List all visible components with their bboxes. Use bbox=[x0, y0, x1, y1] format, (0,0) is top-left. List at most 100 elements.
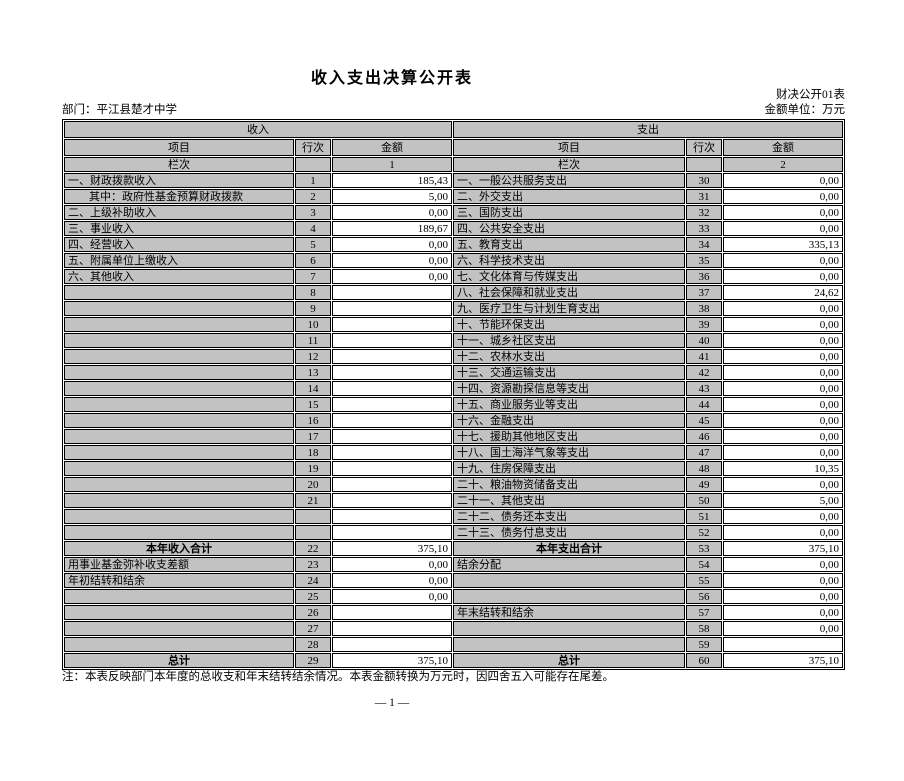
table-row: 20 二十、粮油物资储备支出 49 0,00 bbox=[64, 477, 844, 492]
table-row: 二十三、债务付息支出 52 0,00 bbox=[64, 525, 844, 540]
expense-amount-cell: 0,00 bbox=[723, 269, 844, 284]
income-amount-cell bbox=[332, 445, 453, 460]
expense-item-cell: 十七、援助其他地区支出 bbox=[453, 429, 686, 444]
income-item-cell bbox=[64, 285, 294, 300]
expense-item-cell: 八、社会保障和就业支出 bbox=[453, 285, 686, 300]
income-item-cell bbox=[64, 445, 294, 460]
expense-amount-cell: 0,00 bbox=[723, 253, 844, 268]
department-label: 部门：平江县楚才中学 bbox=[62, 104, 177, 116]
expense-rowno-cell: 42 bbox=[686, 365, 723, 380]
income-amount-cell bbox=[332, 397, 453, 412]
income-amount-cell bbox=[332, 333, 453, 348]
table-row: 10 十、节能环保支出 39 0,00 bbox=[64, 317, 844, 332]
income-rowno-cell: 2 bbox=[295, 189, 331, 204]
income-amount-cell bbox=[332, 509, 453, 524]
income-item-cell bbox=[64, 397, 294, 412]
expense-amount-cell: 0,00 bbox=[723, 429, 844, 444]
income-expense-table: 收入 支出 项目 行次 金额 项目 行次 金额 栏次 1 栏次 2 一、财政拨款… bbox=[62, 119, 846, 670]
table-row: 年初结转和结余 24 0,00 55 0,00 bbox=[64, 573, 844, 588]
expense-rowno-cell: 37 bbox=[686, 285, 723, 300]
income-item-cell bbox=[64, 493, 294, 508]
expense-item-cell: 十四、资源勘探信息等支出 bbox=[453, 381, 686, 396]
expense-rowno-cell: 43 bbox=[686, 381, 723, 396]
income-rowno-cell: 5 bbox=[295, 237, 331, 252]
expense-amount-cell: 0,00 bbox=[723, 205, 844, 220]
expense-amount-cell: 0,00 bbox=[723, 445, 844, 460]
expense-amount-cell: 0,00 bbox=[723, 173, 844, 188]
income-item-cell bbox=[64, 301, 294, 316]
expense-item-cell: 二、外交支出 bbox=[453, 189, 686, 204]
income-amount-cell: 0,00 bbox=[332, 253, 453, 268]
expense-rowno-cell: 50 bbox=[686, 493, 723, 508]
expense-rowno-cell: 33 bbox=[686, 221, 723, 236]
income-item-cell bbox=[64, 589, 294, 604]
expense-item-cell bbox=[453, 637, 686, 652]
income-item-cell bbox=[64, 333, 294, 348]
table-row: 二、上级补助收入 3 0,00 三、国防支出 32 0,00 bbox=[64, 205, 844, 220]
expense-item-cell: 本年支出合计 bbox=[453, 541, 686, 556]
table-row: 三、事业收入 4 189,67 四、公共安全支出 33 0,00 bbox=[64, 221, 844, 236]
income-item-cell bbox=[64, 317, 294, 332]
expense-colindex-label: 栏次 bbox=[453, 157, 686, 172]
expense-amount-cell: 10,35 bbox=[723, 461, 844, 476]
expense-rowno-cell: 41 bbox=[686, 349, 723, 364]
income-rowno-cell: 17 bbox=[295, 429, 331, 444]
expense-rowno-cell: 47 bbox=[686, 445, 723, 460]
income-rowno-cell: 20 bbox=[295, 477, 331, 492]
table-row: 五、附属单位上缴收入 6 0,00 六、科学技术支出 35 0,00 bbox=[64, 253, 844, 268]
income-rowno-cell bbox=[295, 525, 331, 540]
expense-amount-cell: 0,00 bbox=[723, 413, 844, 428]
income-colindex-empty bbox=[295, 157, 331, 172]
income-item-cell bbox=[64, 509, 294, 524]
income-rowno-cell: 14 bbox=[295, 381, 331, 396]
expense-amount-cell: 0,00 bbox=[723, 221, 844, 236]
income-rowno-cell: 29 bbox=[295, 653, 331, 668]
income-rowno-cell bbox=[295, 509, 331, 524]
expense-rowno-cell: 38 bbox=[686, 301, 723, 316]
income-rowno-cell: 27 bbox=[295, 621, 331, 636]
income-item-cell: 二、上级补助收入 bbox=[64, 205, 294, 220]
expense-amount-cell: 0,00 bbox=[723, 301, 844, 316]
expense-rowno-cell: 49 bbox=[686, 477, 723, 492]
income-amount-cell: 0,00 bbox=[332, 589, 453, 604]
expense-amount-cell: 0,00 bbox=[723, 333, 844, 348]
expense-rowno-cell: 44 bbox=[686, 397, 723, 412]
income-rowno-cell: 22 bbox=[295, 541, 331, 556]
expense-rowno-cell: 40 bbox=[686, 333, 723, 348]
page-title: 收入支出决算公开表 bbox=[310, 70, 473, 87]
income-amount-cell bbox=[332, 317, 453, 332]
expense-rowno-cell: 30 bbox=[686, 173, 723, 188]
table-row: 一、财政拨款收入 1 185,43 一、一般公共服务支出 30 0,00 bbox=[64, 173, 844, 188]
expense-rowno-cell: 45 bbox=[686, 413, 723, 428]
table-row: 9 九、医疗卫生与计划生育支出 38 0,00 bbox=[64, 301, 844, 316]
income-item-cell bbox=[64, 461, 294, 476]
expense-amount-cell: 0,00 bbox=[723, 477, 844, 492]
expense-rowno-cell: 58 bbox=[686, 621, 723, 636]
expense-rowno-cell: 54 bbox=[686, 557, 723, 572]
footnote: 注：本表反映部门本年度的总收支和年末结转结余情况。本表金额转换为万元时，因四舍五… bbox=[62, 671, 614, 683]
income-item-cell: 其中：政府性基金预算财政拨款 bbox=[64, 189, 294, 204]
expense-amount-cell: 0,00 bbox=[723, 557, 844, 572]
expense-item-cell: 年末结转和结余 bbox=[453, 605, 686, 620]
expense-item-header: 项目 bbox=[453, 139, 686, 156]
expense-rowno-header: 行次 bbox=[686, 139, 723, 156]
table-row: 27 58 0,00 bbox=[64, 621, 844, 636]
income-item-cell: 一、财政拨款收入 bbox=[64, 173, 294, 188]
income-amount-cell: 5,00 bbox=[332, 189, 453, 204]
table-row: 21 二十一、其他支出 50 5,00 bbox=[64, 493, 844, 508]
expense-rowno-cell: 48 bbox=[686, 461, 723, 476]
table-body: 一、财政拨款收入 1 185,43 一、一般公共服务支出 30 0,00 其中：政府性基金预… bbox=[64, 173, 844, 668]
income-rowno-cell: 4 bbox=[295, 221, 331, 236]
expense-rowno-cell: 60 bbox=[686, 653, 723, 668]
income-item-cell bbox=[64, 365, 294, 380]
income-amount-cell: 0,00 bbox=[332, 557, 453, 572]
income-rowno-cell: 15 bbox=[295, 397, 331, 412]
column-index-row: 栏次 1 栏次 2 bbox=[64, 157, 844, 172]
table-row: 本年收入合计 22 375,10 本年支出合计 53 375,10 bbox=[64, 541, 844, 556]
income-item-cell: 六、其他收入 bbox=[64, 269, 294, 284]
income-item-cell bbox=[64, 605, 294, 620]
expense-amount-cell: 24,62 bbox=[723, 285, 844, 300]
table-row: 二十二、债务还本支出 51 0,00 bbox=[64, 509, 844, 524]
table-row: 8 八、社会保障和就业支出 37 24,62 bbox=[64, 285, 844, 300]
